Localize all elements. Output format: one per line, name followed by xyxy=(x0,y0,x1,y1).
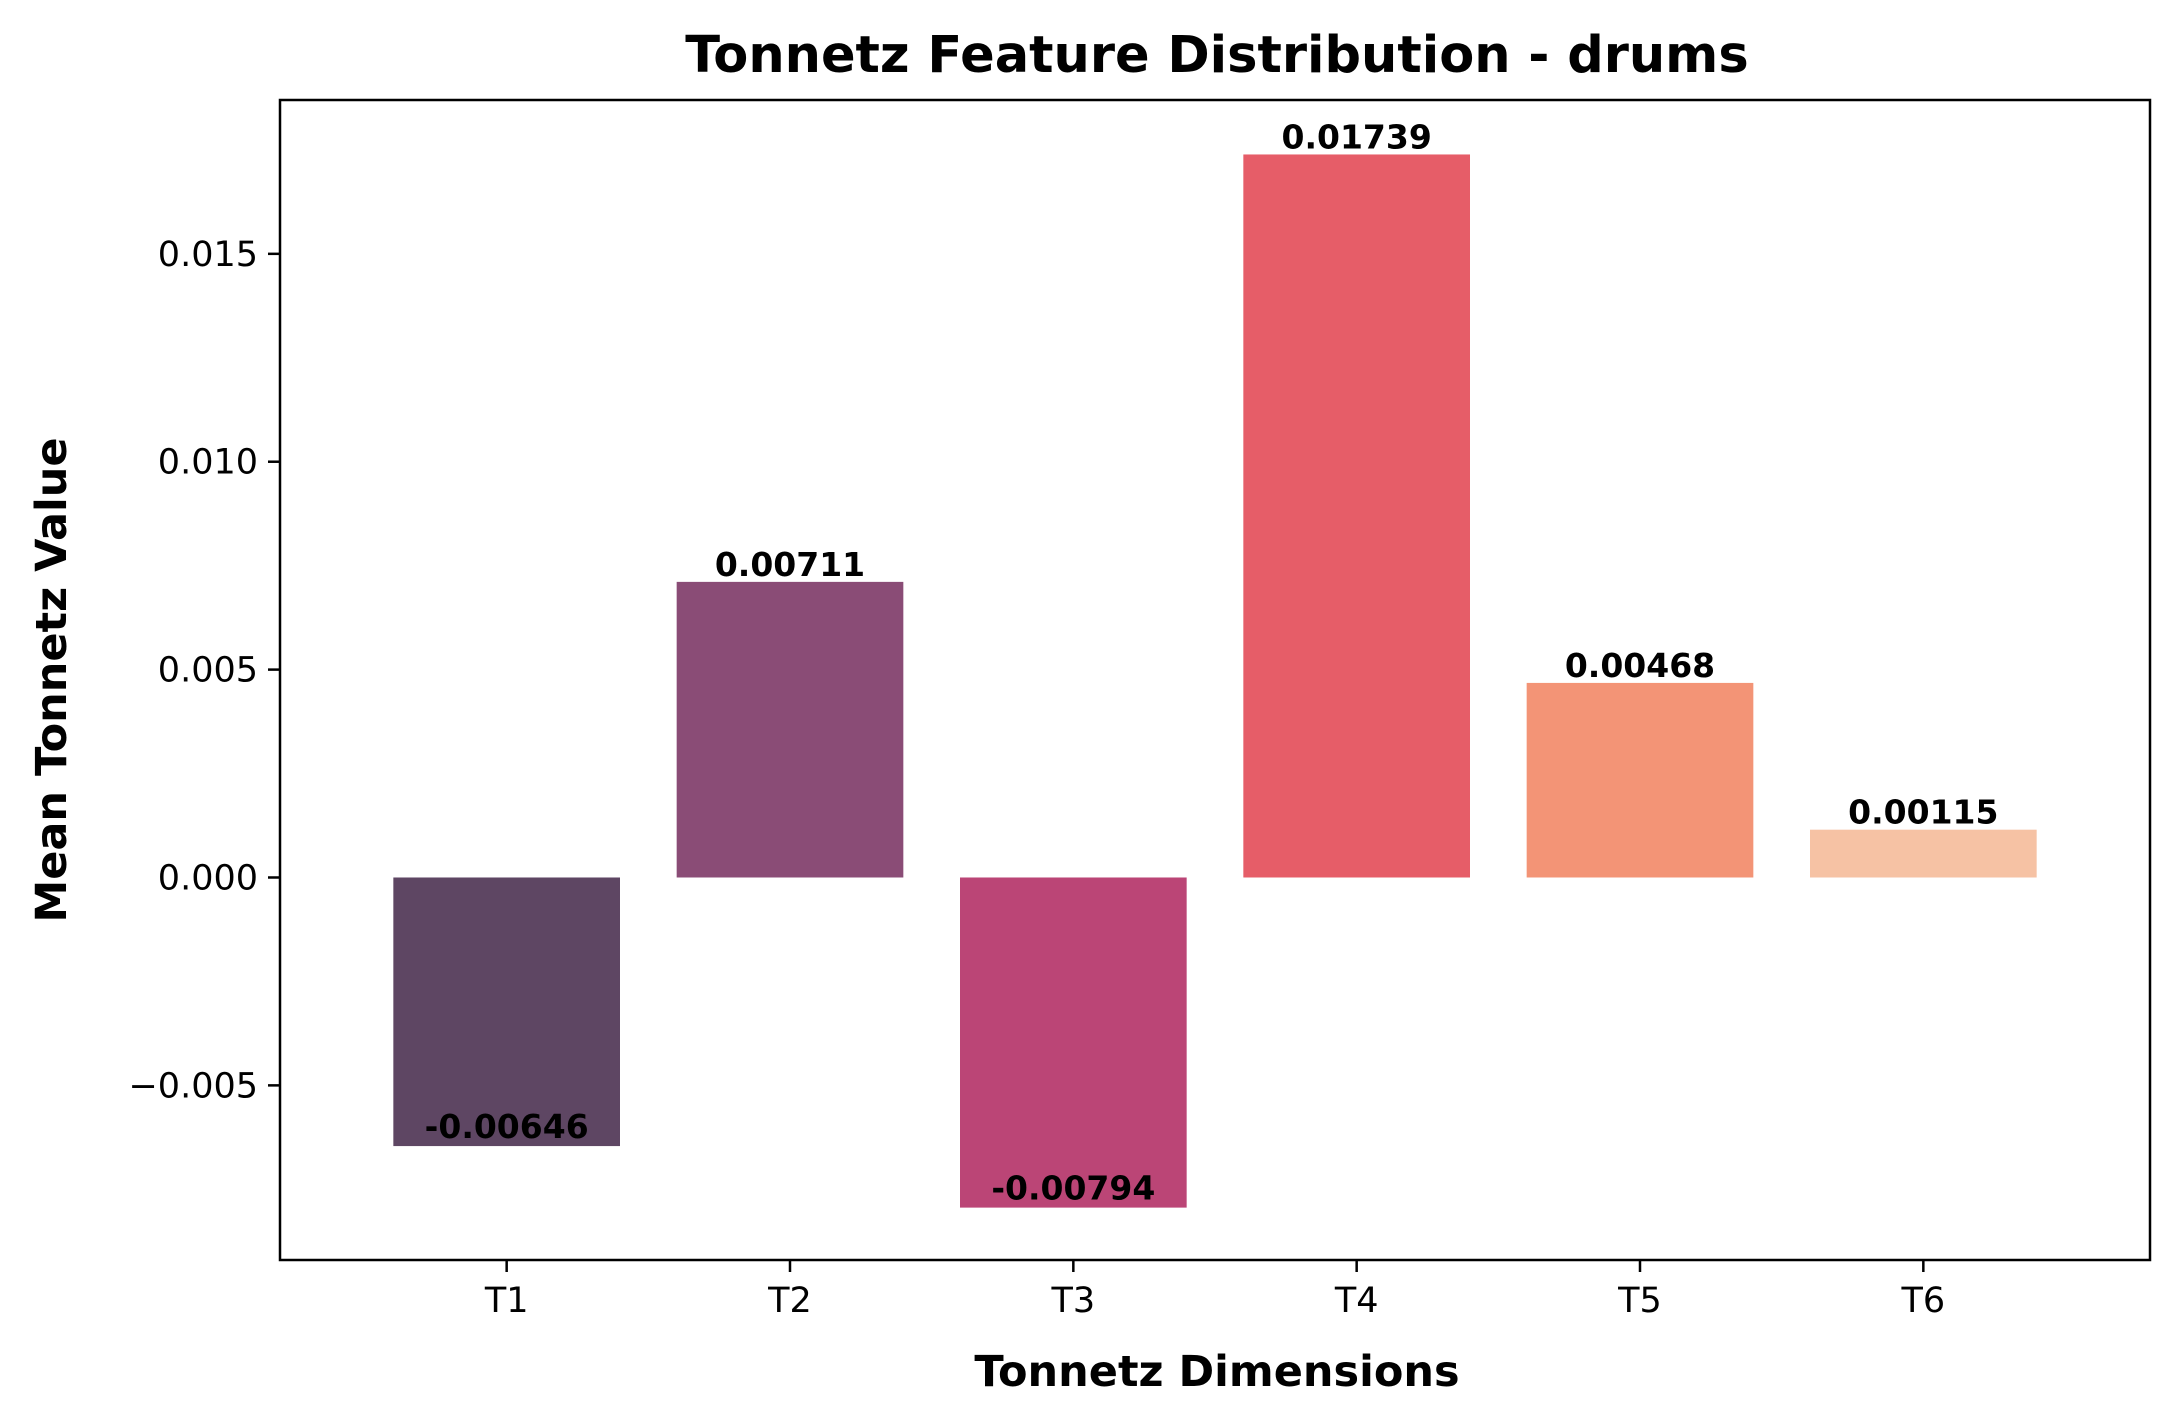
bar-t6 xyxy=(1810,829,2037,878)
data-label-t2: 0.00711 xyxy=(715,545,865,584)
bars-group: -0.00646 0.00711 -0.00794 0.01739 0.00468 0.0… xyxy=(393,117,2037,1208)
y-axis-label: Mean Tonnetz Value xyxy=(27,437,77,922)
data-label-t6: 0.00115 xyxy=(1848,793,1998,832)
chart-title: Tonnetz Feature Distribution - drums xyxy=(685,26,1748,85)
x-tick-label-t5: T5 xyxy=(1617,1281,1662,1321)
x-axis-label: Tonnetz Dimensions xyxy=(974,1347,1459,1397)
bar-t4 xyxy=(1243,154,1470,878)
x-tick-label-t1: T1 xyxy=(484,1281,529,1321)
x-axis: T1 T2 T3 T4 T5 T6 xyxy=(484,1260,1945,1321)
y-tick-label: −0.005 xyxy=(128,1066,258,1106)
x-tick-label-t3: T3 xyxy=(1051,1281,1096,1321)
y-tick-label: 0.010 xyxy=(158,443,258,483)
bar-t1 xyxy=(393,877,620,1147)
bar-t3 xyxy=(960,877,1187,1208)
x-tick-label-t6: T6 xyxy=(1901,1281,1946,1321)
bar-t5 xyxy=(1526,682,1754,878)
data-label-t1: -0.00646 xyxy=(425,1107,589,1146)
data-label-t4: 0.01739 xyxy=(1282,117,1432,156)
y-tick-label: 0.000 xyxy=(158,858,258,898)
y-axis: −0.005 0.000 0.005 0.010 0.015 xyxy=(128,235,280,1106)
y-tick-label: 0.015 xyxy=(158,235,258,275)
plot-frame xyxy=(278,98,2152,1262)
y-tick-label: 0.005 xyxy=(158,651,258,691)
x-tick-label-t4: T4 xyxy=(1334,1281,1379,1321)
bar-t2 xyxy=(676,581,904,878)
x-tick-label-t2: T2 xyxy=(767,1281,812,1321)
data-label-t5: 0.00468 xyxy=(1565,646,1715,685)
data-label-t3: -0.00794 xyxy=(991,1169,1155,1208)
